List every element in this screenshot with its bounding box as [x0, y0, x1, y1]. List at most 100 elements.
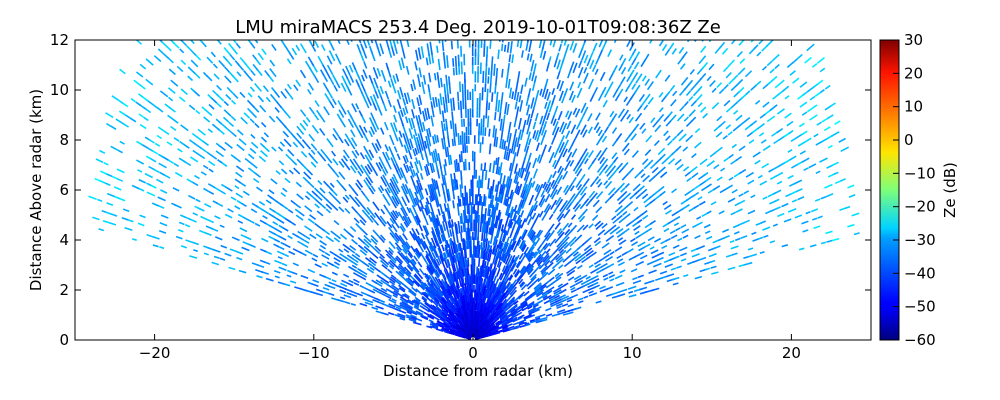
ze-gate — [770, 40, 775, 43]
ze-gate — [565, 247, 572, 254]
ze-gate — [809, 244, 817, 248]
ze-gate — [433, 179, 438, 190]
ze-gate — [750, 194, 756, 199]
ze-gate — [400, 252, 406, 258]
ze-gate — [329, 182, 335, 188]
ze-gate — [624, 183, 630, 189]
ze-gate — [226, 86, 234, 95]
ze-gate — [609, 193, 615, 199]
ze-gate — [351, 238, 359, 246]
ze-gate — [593, 237, 601, 244]
ze-gate — [401, 196, 408, 207]
ze-gate — [511, 220, 517, 231]
ze-gate — [508, 286, 515, 294]
ze-gate — [152, 244, 159, 248]
ze-gate — [530, 259, 537, 267]
ze-gate — [208, 168, 214, 173]
ze-gate — [211, 123, 221, 131]
ze-gate — [412, 280, 420, 288]
ze-gate — [215, 236, 223, 241]
ze-gate — [348, 279, 354, 284]
ze-gate — [411, 109, 416, 119]
ze-gate — [193, 32, 197, 37]
ze-gate — [273, 238, 281, 243]
ze-gate — [551, 87, 556, 96]
ze-gate — [390, 122, 396, 134]
ze-gate — [237, 213, 245, 219]
ze-gate — [189, 156, 199, 163]
ze-gate — [413, 274, 422, 284]
ze-gate — [353, 199, 361, 208]
ze-gate — [399, 298, 409, 305]
ze-gate — [584, 197, 590, 204]
ze-gate — [441, 40, 444, 43]
ze-gate — [236, 256, 243, 261]
ze-gate — [506, 142, 511, 152]
ze-gate — [372, 299, 380, 304]
ze-gate — [403, 221, 409, 228]
ze-gate — [552, 118, 557, 126]
ze-gate — [507, 323, 513, 327]
ze-gate — [501, 40, 504, 43]
ze-gate — [556, 212, 563, 220]
ze-gate — [109, 222, 117, 226]
ze-gate — [334, 261, 340, 266]
ze-gate — [260, 136, 268, 143]
ze-gate — [498, 311, 506, 318]
ze-gate — [222, 55, 228, 62]
ze-gate — [546, 187, 552, 194]
ze-gate — [585, 275, 591, 280]
ze-gate — [760, 139, 767, 144]
ze-gate — [774, 198, 780, 203]
ze-gate — [346, 292, 352, 296]
ze-gate — [526, 302, 535, 309]
ze-gate — [552, 170, 557, 179]
ze-gate — [481, 179, 484, 189]
ze-gate — [616, 194, 624, 202]
ze-gate — [589, 192, 598, 202]
ze-gate — [537, 183, 544, 194]
ze-gate — [482, 258, 486, 269]
ze-gate — [368, 243, 376, 250]
ze-gate — [567, 222, 573, 228]
ze-gate — [491, 92, 494, 102]
ze-gate — [156, 178, 164, 184]
ze-gate — [357, 237, 365, 244]
ze-gate — [424, 291, 430, 297]
ze-gate — [235, 42, 241, 49]
ze-gate — [441, 278, 448, 290]
ze-gate — [556, 228, 562, 234]
ze-gate — [355, 223, 364, 232]
ze-gate — [631, 241, 639, 247]
ze-gate — [670, 99, 677, 107]
ze-gate — [566, 296, 574, 301]
ze-gate — [513, 254, 520, 265]
ze-gate — [171, 118, 179, 124]
ze-gate — [186, 45, 192, 52]
ze-gate — [434, 198, 439, 208]
ze-gate — [449, 229, 453, 237]
ze-gate — [268, 115, 276, 123]
ze-gate — [330, 230, 337, 236]
ze-gate — [311, 124, 320, 134]
y-tick-label: 8 — [59, 131, 69, 149]
ze-gate — [500, 92, 504, 105]
ze-gate — [505, 268, 510, 276]
ze-gate — [451, 263, 456, 273]
ze-gate — [122, 208, 130, 213]
ze-gate — [536, 244, 543, 251]
ze-gate — [378, 161, 384, 170]
ze-gate — [737, 67, 746, 76]
ze-gate — [574, 203, 582, 213]
ze-gate — [458, 252, 462, 260]
ze-gate — [595, 300, 602, 304]
ze-gate — [240, 116, 248, 125]
ze-gate — [663, 130, 669, 137]
ze-gate — [438, 40, 441, 44]
ze-gate — [390, 189, 396, 198]
ze-gate — [825, 230, 833, 235]
ze-gate — [220, 244, 228, 249]
ze-gate — [488, 270, 493, 281]
ze-gate — [97, 198, 103, 202]
ze-gate — [490, 307, 496, 314]
